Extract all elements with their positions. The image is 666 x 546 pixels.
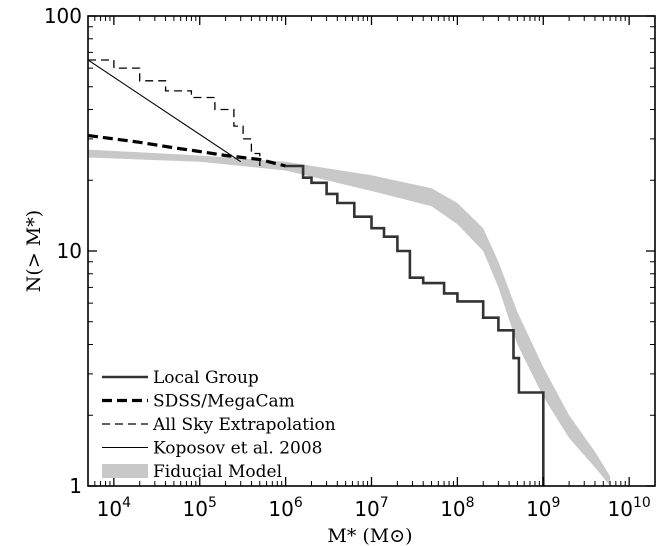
- legend: Local Group SDSS/MegaCam All Sky Extrapola…: [102, 368, 336, 482]
- series-all-sky-extrapolation-line: [88, 59, 261, 166]
- legend-label-koposov-et-al-2008: Koposov et al. 2008: [153, 439, 323, 459]
- y-tick-label-2: 100: [44, 4, 82, 28]
- series-local-group-line: [285, 164, 545, 486]
- x-tick-label-6: 1010: [608, 495, 651, 521]
- y-axis-label: N(> M*): [23, 210, 45, 292]
- x-tick-label-5: 109: [526, 495, 560, 521]
- series-koposov-et-al-2008-line: [88, 59, 242, 163]
- y-tick-label-1: 10: [57, 239, 82, 263]
- legend-label-sdss-megacam: SDSS/MegaCam: [153, 392, 295, 412]
- x-tick-label-2: 106: [268, 495, 302, 521]
- x-tick-label-4: 108: [440, 495, 474, 521]
- legend-label-fiducial-model: Fiducial Model: [153, 462, 282, 482]
- series-fiducial-model-band: [88, 149, 611, 486]
- series-layer: [88, 59, 611, 486]
- ticks-layer: 104 105 106 107 108 109 1010 1 10 100: [44, 4, 656, 521]
- plot-frame: [87, 15, 656, 487]
- x-tick-label-0: 104: [97, 495, 131, 521]
- legend-swatch-fiducial-model: [102, 464, 148, 478]
- y-tick-label-0: 1: [69, 474, 82, 498]
- series-sdss-megacam-line: [88, 133, 286, 168]
- legend-label-all-sky-extrapolation: All Sky Extrapolation: [152, 415, 336, 435]
- x-tick-label-1: 105: [183, 495, 217, 521]
- legend-label-local-group: Local Group: [153, 368, 259, 388]
- x-tick-label-3: 107: [354, 495, 388, 521]
- x-axis-label: M* (M⊙): [327, 525, 412, 546]
